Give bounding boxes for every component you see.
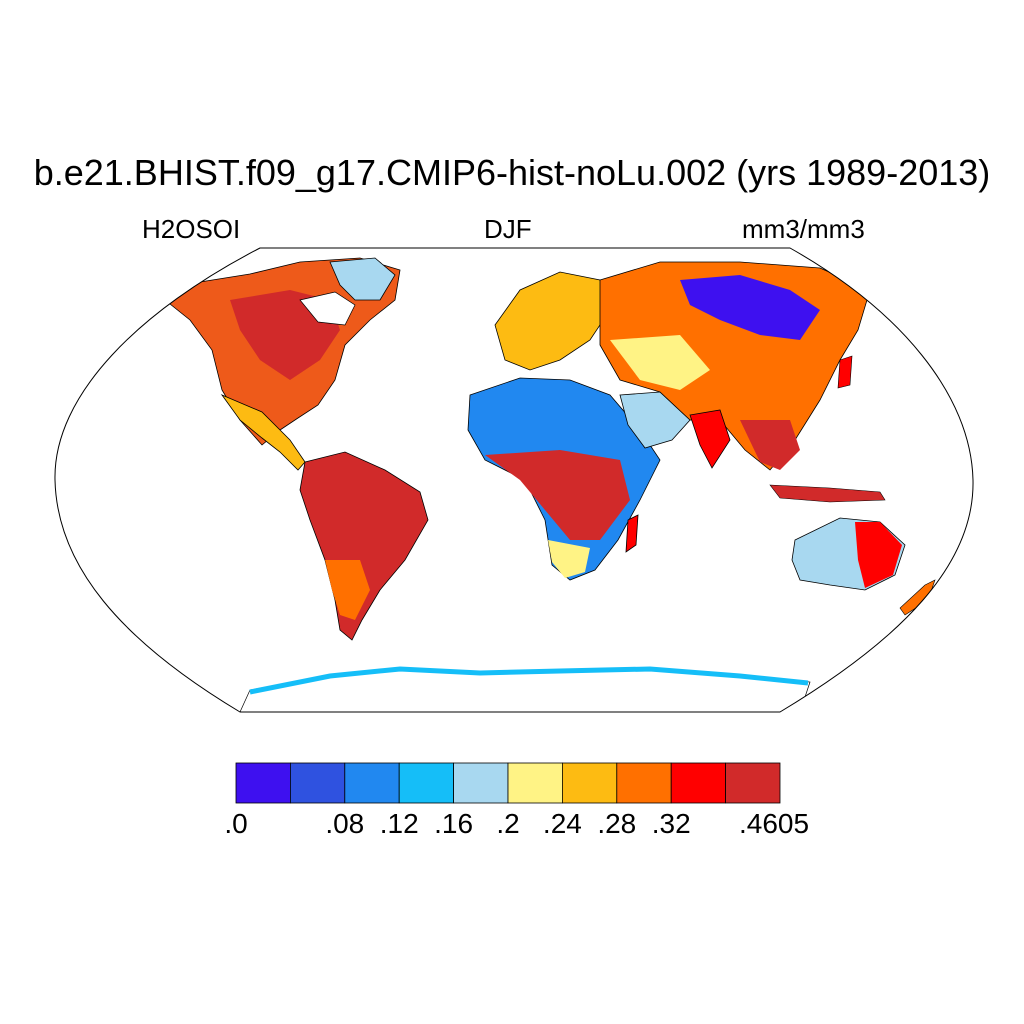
colorbar-tick-label: .08: [325, 808, 365, 839]
season-label: DJF: [484, 214, 532, 244]
mexico-central-america: [220, 394, 306, 471]
colorbar-tick-label: .24: [542, 808, 582, 839]
colorbar-tick-label: .0: [224, 808, 248, 839]
map-frame: [54, 247, 974, 713]
units-label: mm3/mm3: [742, 214, 865, 244]
madagascar: [625, 514, 639, 553]
colorbar-swatch-4: [453, 762, 509, 804]
variable-label: H2OSOI: [142, 214, 241, 244]
africa-equatorial: [485, 450, 630, 540]
colorbar-tick-label: .2: [496, 808, 520, 839]
colorbar-tick-label: .12: [379, 808, 419, 839]
south-east-asia: [740, 420, 800, 470]
colorbar-swatch-7: [616, 762, 672, 804]
colorbar-tick-label: .32: [651, 808, 691, 839]
colorbar-swatch-3: [398, 762, 455, 804]
india-subcontinent: [689, 409, 731, 469]
greenland: [329, 257, 396, 301]
map-title: b.e21.BHIST.f09_g17.CMIP6-hist-noLu.002 …: [33, 152, 991, 193]
africa-south: [548, 540, 590, 578]
colorbar-swatch-5: [507, 762, 563, 804]
siberia-dry: [680, 275, 820, 340]
colorbar-tick-label: .28: [597, 808, 637, 839]
indonesia: [769, 484, 886, 503]
colorbar-swatch-2: [344, 762, 400, 804]
colorbar-swatch-8: [670, 762, 727, 804]
colorbar-swatch-6: [562, 762, 618, 804]
antarctica-coast: [249, 666, 809, 695]
south-america-landmass: [299, 451, 429, 641]
hudson-bay-water: [299, 291, 356, 326]
colorbar-tick-label: .16: [434, 808, 474, 839]
colorbar-swatch-1: [289, 762, 346, 804]
central-asia: [610, 335, 710, 390]
colorbar-tick-label: .4605: [738, 808, 810, 839]
japan: [837, 355, 853, 389]
australia-east: [855, 522, 902, 588]
land-fill-layer: [164, 257, 936, 712]
colorbar-swatch-9: [725, 762, 781, 804]
colorbar-swatch-0: [235, 762, 291, 804]
south-america-south: [325, 560, 370, 620]
